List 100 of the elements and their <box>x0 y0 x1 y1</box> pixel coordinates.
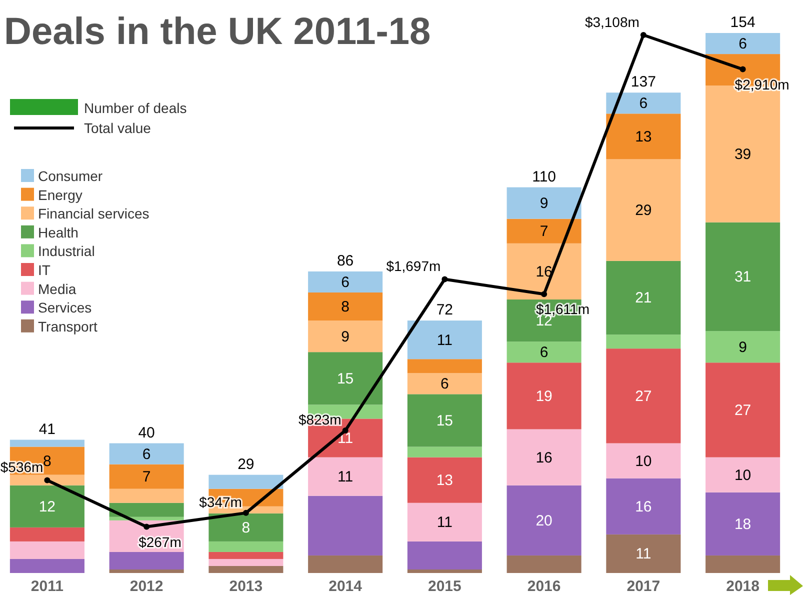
data-label: 7 <box>540 223 548 240</box>
x-tick-label: 2015 <box>428 578 462 595</box>
bar <box>506 555 582 573</box>
data-label: 21 <box>635 290 652 307</box>
bar <box>606 159 681 261</box>
data-label: 13 <box>635 128 652 146</box>
data-label: 31 <box>734 268 752 286</box>
bar <box>208 541 284 552</box>
point <box>640 32 646 38</box>
data-label: 6 <box>639 95 648 112</box>
data-label: 19 <box>536 388 552 405</box>
total-label: 29 <box>238 456 254 473</box>
data-label: 10 <box>734 466 752 484</box>
bar <box>109 552 184 570</box>
total-label: 40 <box>138 424 155 442</box>
bar <box>208 513 284 542</box>
data-label: 8 <box>341 298 350 316</box>
bar <box>706 492 780 556</box>
total-label: 154 <box>730 14 756 31</box>
legend-label: Energy <box>38 186 82 203</box>
bar <box>407 320 482 360</box>
data-label: 11 <box>636 546 652 563</box>
bar <box>407 541 482 570</box>
bar <box>506 485 582 556</box>
total-label: 41 <box>38 420 56 438</box>
bar <box>706 331 780 363</box>
data-label: 16 <box>536 449 552 466</box>
chart-title: Deals in the UK 2011-18 <box>4 11 431 53</box>
data-label: 6 <box>440 376 449 393</box>
bar <box>606 114 681 160</box>
bar <box>308 496 383 556</box>
bar <box>407 569 482 573</box>
data-label: 16 <box>635 498 652 516</box>
data-label: 12 <box>38 498 56 516</box>
data-label: 11 <box>338 468 354 486</box>
data-label: 8 <box>43 452 52 470</box>
bar <box>606 348 681 444</box>
bar <box>506 362 582 430</box>
bar <box>109 569 184 573</box>
bar <box>10 440 84 447</box>
point <box>442 276 448 282</box>
bar <box>606 334 681 349</box>
x-tick-label: 2017 <box>626 578 660 595</box>
point <box>541 291 548 298</box>
bar <box>109 464 184 489</box>
bar <box>506 342 582 363</box>
bar <box>208 474 284 489</box>
data-label: 9 <box>540 195 548 212</box>
data-label: 6 <box>341 274 350 291</box>
bar <box>109 443 184 464</box>
bar <box>506 187 582 219</box>
bar <box>606 478 681 534</box>
point <box>144 524 150 530</box>
bar <box>606 260 681 335</box>
data-label: 39 <box>734 146 752 163</box>
bar <box>10 541 84 559</box>
bar <box>10 527 84 542</box>
bar <box>109 488 184 503</box>
bar <box>10 474 84 486</box>
bar <box>308 457 383 496</box>
bar <box>706 362 780 458</box>
point <box>242 510 249 516</box>
bar <box>407 446 482 458</box>
total-label: 86 <box>336 252 354 270</box>
data-label: 29 <box>635 202 652 220</box>
data-label: 7 <box>142 468 151 486</box>
bar <box>506 429 582 486</box>
bar <box>308 271 383 292</box>
point <box>740 66 746 72</box>
x-tick-label: 2011 <box>30 578 64 595</box>
data-label: 27 <box>635 388 652 405</box>
bar <box>407 394 482 447</box>
legend-label: Industrial <box>38 243 95 260</box>
bar <box>606 443 681 478</box>
bar <box>10 485 84 528</box>
total-label: 137 <box>630 74 656 91</box>
x-tick-label: 2012 <box>130 578 164 595</box>
legend-label: IT <box>38 262 51 278</box>
data-label: 27 <box>734 402 752 419</box>
bar <box>606 534 681 573</box>
bar <box>308 352 383 405</box>
bar <box>109 502 184 517</box>
legend-label: Financial services <box>38 206 150 222</box>
data-label: 6 <box>540 344 548 362</box>
bar <box>407 457 482 503</box>
data-label: 20 <box>536 512 552 530</box>
bar <box>706 457 780 492</box>
bar <box>407 502 482 542</box>
x-tick-label: 2018 <box>726 578 760 595</box>
x-tick-label: 2014 <box>328 578 363 595</box>
legend-label: Consumer <box>38 168 103 184</box>
bar <box>109 516 184 520</box>
data-label: 6 <box>142 446 151 463</box>
legend-label: Health <box>38 224 78 240</box>
bar <box>706 33 780 54</box>
bar <box>208 552 284 559</box>
bar <box>706 222 780 332</box>
x-tick-label: 2013 <box>229 578 263 595</box>
legend-label: Transport <box>38 318 98 334</box>
data-label: $1,697m <box>386 258 441 274</box>
